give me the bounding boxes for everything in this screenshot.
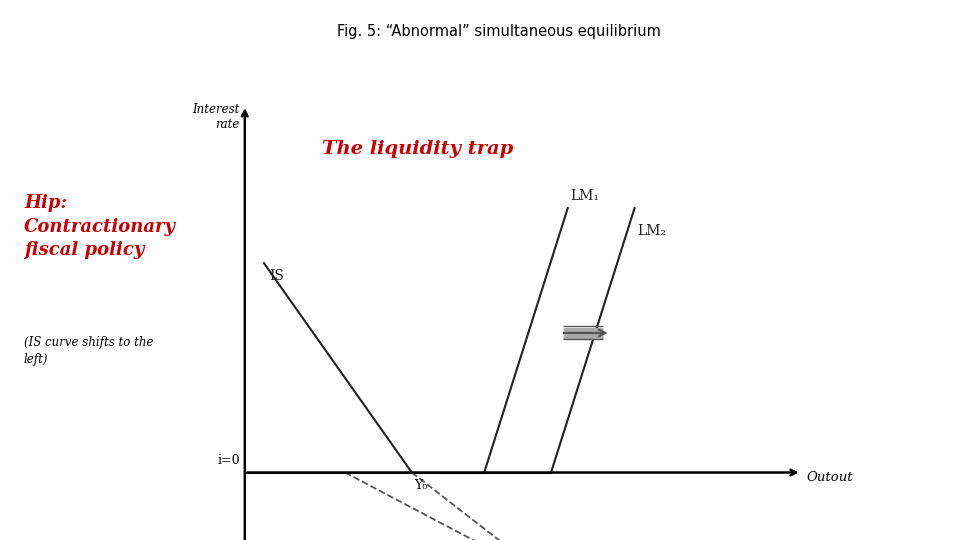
Text: LM₁: LM₁ — [570, 188, 599, 202]
Text: Fig. 5: “Abnormal” simultaneous equilibrium: Fig. 5: “Abnormal” simultaneous equilibr… — [337, 24, 661, 39]
Text: The liquidity trap: The liquidity trap — [322, 140, 513, 158]
Text: Outout: Outout — [806, 471, 853, 484]
Text: IS: IS — [269, 268, 283, 282]
Text: Hip:
Contractionary
fiscal policy: Hip: Contractionary fiscal policy — [24, 194, 176, 259]
Text: Interest
rate: Interest rate — [193, 103, 240, 131]
Text: LM₂: LM₂ — [637, 224, 666, 238]
Text: i=0: i=0 — [217, 454, 240, 467]
Text: Y₀: Y₀ — [414, 479, 427, 492]
Text: (IS curve shifts to the
left): (IS curve shifts to the left) — [24, 336, 154, 366]
